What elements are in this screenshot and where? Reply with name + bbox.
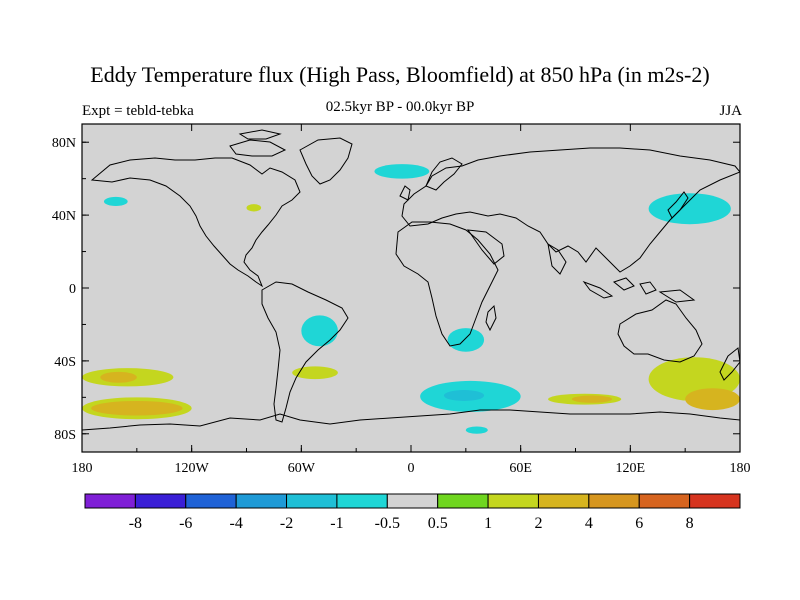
experiment-label: Expt = tebld-tebka xyxy=(82,103,194,119)
coast-africa xyxy=(395,221,499,347)
colorbar-swatch-3 xyxy=(235,493,288,509)
lon-tick-label: 60E xyxy=(509,461,532,476)
coastlines xyxy=(82,129,740,431)
colorbar-swatch-1 xyxy=(134,493,187,509)
axis-ticks: 80N 40N 0 40S 80S 180 120W 60W 0 60E 120E 180 xyxy=(52,124,751,476)
coast-eurasia xyxy=(401,147,740,273)
lon-tick-label: 0 xyxy=(408,461,415,476)
colorbar-swatch-11 xyxy=(638,493,691,509)
colorbar-swatch-2 xyxy=(185,493,237,509)
colorbar-swatch-5 xyxy=(336,493,388,509)
flux-region-11 xyxy=(443,390,485,401)
flux-region-7 xyxy=(571,395,613,403)
coast-north-america xyxy=(90,157,301,288)
colorbar-label: -4 xyxy=(229,515,242,532)
colorbar-swatch-0 xyxy=(84,493,136,509)
colorbar-swatch-12 xyxy=(689,493,741,509)
flux-regions xyxy=(82,164,740,434)
colorbar-label: 4 xyxy=(585,515,593,532)
coast-madagascar xyxy=(485,304,497,332)
lon-tick-label: 120W xyxy=(175,461,210,476)
colorbar-label: 0.5 xyxy=(428,515,448,532)
flux-region-14 xyxy=(648,193,731,225)
flux-region-4 xyxy=(292,366,338,380)
coast-japan xyxy=(667,191,689,219)
flux-region-3 xyxy=(91,400,183,416)
lat-tick-label: 40S xyxy=(54,355,76,370)
coast-indonesia xyxy=(582,277,696,303)
lon-tick-label: 180 xyxy=(72,461,93,476)
season-label: JJA xyxy=(719,103,742,119)
colorbar-swatch-9 xyxy=(537,493,590,509)
coast-scandinavia xyxy=(425,157,463,191)
coast-uk xyxy=(399,185,411,201)
lat-tick-label: 0 xyxy=(69,282,76,297)
flux-region-12 xyxy=(301,315,338,347)
colorbar-label: 6 xyxy=(635,515,643,532)
colorbar-label: 8 xyxy=(686,515,694,532)
colorbar-label: -2 xyxy=(280,515,293,532)
coast-arctic-islands xyxy=(229,129,287,157)
colorbar-label: -0.5 xyxy=(375,515,400,532)
colorbar-label: -1 xyxy=(330,515,343,532)
flux-region-13 xyxy=(447,328,485,352)
colorbar-swatch-4 xyxy=(286,493,338,509)
coast-australia xyxy=(617,299,703,363)
colorbar-label: -8 xyxy=(129,515,142,532)
colorbar-swatch-8 xyxy=(487,493,539,509)
flux-region-17 xyxy=(465,426,488,434)
colorbar-label: 2 xyxy=(534,515,542,532)
flux-region-16 xyxy=(103,196,128,206)
colorbar-swatch-6 xyxy=(386,493,439,509)
coast-india xyxy=(547,243,567,275)
colorbar-label: 1 xyxy=(484,515,492,532)
coast-arabia xyxy=(466,229,505,265)
lat-tick-label: 80N xyxy=(52,136,76,151)
coast-south-america xyxy=(261,281,349,423)
lon-tick-label: 120E xyxy=(616,461,646,476)
flux-region-1 xyxy=(100,371,137,383)
colorbar-label: -6 xyxy=(179,515,192,532)
coast-new-zealand xyxy=(719,347,740,381)
colorbar: -8 -6 -4 -2 -1 -0.5 0.5 1 2 4 6 8 xyxy=(84,493,741,532)
colorbar-swatch-10 xyxy=(588,493,640,509)
lat-tick-label: 80S xyxy=(54,428,76,443)
lon-tick-label: 60W xyxy=(288,461,316,476)
flux-region-15 xyxy=(374,164,430,179)
colorbar-swatch-7 xyxy=(437,493,489,509)
coast-greenland xyxy=(299,137,353,185)
lon-tick-label: 180 xyxy=(730,461,751,476)
period-label: 02.5kyr BP - 00.0kyr BP xyxy=(325,99,475,115)
map-title: Eddy Temperature flux (High Pass, Bloomf… xyxy=(90,62,710,87)
flux-region-8 xyxy=(685,388,740,411)
flux-region-9 xyxy=(246,204,262,212)
lat-tick-label: 40N xyxy=(52,209,76,224)
coast-antarctica xyxy=(82,409,740,431)
